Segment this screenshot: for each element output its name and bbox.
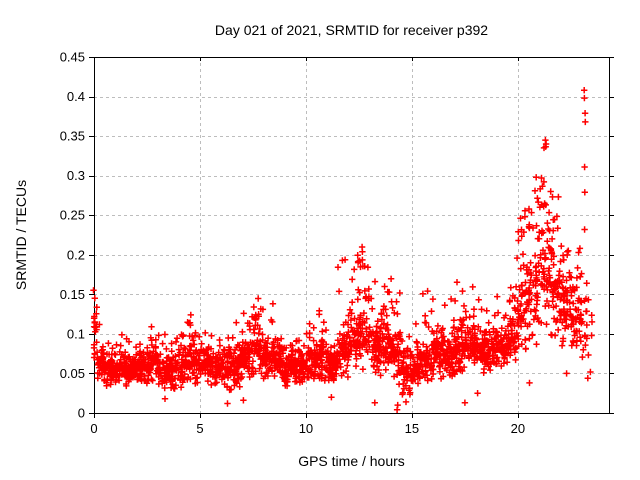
scatter-points-srmtid: [90, 87, 596, 413]
y-tick-label: 0.2: [67, 247, 85, 262]
y-tick-label: 0.05: [60, 366, 85, 381]
y-tick-label: 0.25: [60, 208, 85, 223]
y-tick-label: 0.45: [60, 50, 85, 65]
chart-title: Day 021 of 2021, SRMTID for receiver p39…: [214, 22, 489, 38]
y-tick-label: 0.35: [60, 129, 85, 144]
y-tick-label: 0.3: [67, 168, 85, 183]
x-tick-label: 5: [196, 421, 203, 436]
x-axis-label: GPS time / hours: [298, 453, 405, 469]
y-tick-label: 0.4: [67, 89, 85, 104]
plot-border: [94, 57, 610, 414]
y-tick-label: 0.15: [60, 287, 85, 302]
x-tick-label: 15: [405, 421, 419, 436]
x-tick-label: 20: [511, 421, 525, 436]
x-tick-label: 0: [90, 421, 97, 436]
y-tick-label: 0: [78, 406, 85, 421]
y-tick-label: 0.1: [67, 326, 85, 341]
x-tick-label: 10: [299, 421, 313, 436]
